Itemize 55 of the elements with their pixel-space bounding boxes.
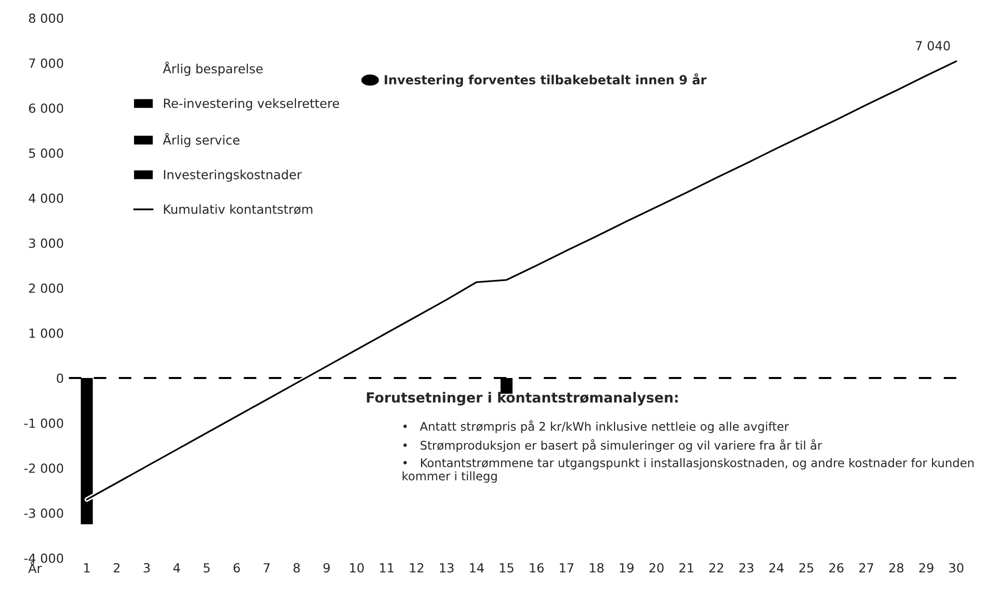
- x-tick-label: 17: [560, 563, 574, 572]
- x-tick-label: 20: [649, 563, 664, 573]
- x-tick-label: 8: [294, 563, 300, 573]
- x-tick-label: 21: [679, 563, 694, 572]
- data-label: 7 040: [916, 40, 950, 50]
- x-tick-label: 4: [173, 563, 180, 572]
- annotation: Forutsetninger i kontantstrømanalysen:: [366, 392, 678, 406]
- annotation: Investering forventes tilbakebetalt innen 9 år: [384, 73, 707, 87]
- x-tick-label: 19: [620, 563, 634, 573]
- x-tick-label: 24: [769, 563, 784, 572]
- x-tick-label: 22: [709, 563, 724, 572]
- y-tick-label: 5 000: [29, 148, 64, 158]
- x-tick-label: 18: [590, 563, 604, 573]
- x-tick-label: 30: [949, 563, 964, 573]
- text: Årlig besparelse: [162, 62, 263, 76]
- x-tick-label: 10: [350, 563, 364, 573]
- y-tick-label: 3 000: [29, 238, 64, 248]
- legend-label: Årlig service: [162, 132, 240, 148]
- x-tick-label: 16: [530, 563, 544, 573]
- x-tick-label: 28: [889, 563, 904, 573]
- x-tick-label: 29: [919, 563, 934, 573]
- x-tick-label: 12: [410, 563, 424, 572]
- x-tick-label: 26: [829, 563, 844, 573]
- y-tick-label: 6 000: [29, 103, 64, 113]
- legend-label: Re-investering vekselrettere: [164, 98, 340, 110]
- y-tick-label: 8 000: [29, 13, 64, 23]
- x-tick-label: 23: [739, 563, 754, 573]
- y-tick-label: -4 000: [24, 553, 64, 563]
- x-tick-label: 27: [859, 563, 874, 572]
- y-tick-label: -1 000: [24, 418, 64, 428]
- x-tick-label: 25: [799, 563, 814, 573]
- y-tick-label: -2 000: [24, 463, 64, 473]
- annotation: • Antatt strømpris på 2 kr/kWh inklusive nettleie og alle avgifter: [403, 420, 789, 434]
- legend-label: Investeringskostnader: [164, 170, 302, 182]
- x-tick-label: 13: [440, 563, 454, 573]
- x-tick-label: 2: [114, 563, 120, 572]
- y-tick-label: 4 000: [28, 193, 64, 203]
- x-tick-label: 9: [323, 563, 330, 573]
- x-axis-title: År: [28, 561, 42, 573]
- y-tick-label: 1 000: [30, 328, 64, 338]
- annotation: • Strømproduksjon er basert på simuleringer og vil variere fra år til år: [403, 439, 822, 452]
- x-tick-label: 11: [380, 563, 394, 572]
- x-tick-label: 1: [84, 563, 90, 572]
- y-tick-label: 2 000: [29, 283, 64, 293]
- x-tick-label: 6: [234, 563, 240, 573]
- legend-label: Kumulativ kontantstrøm: [164, 204, 312, 214]
- annotation: • Kontantstrømmene tar utgangspunkt i installasjonskostnaden, og andre kostnader for kunden kommer i tillegg: [402, 458, 974, 483]
- y-tick-label: -3 000: [24, 508, 64, 518]
- x-tick-label: 3: [144, 563, 150, 573]
- x-tick-label: 14: [470, 563, 484, 572]
- y-tick-label: 7 000: [29, 58, 64, 68]
- x-tick-label: 15: [500, 563, 514, 573]
- x-tick-label: 5: [204, 563, 210, 573]
- y-tick-label: 0: [56, 373, 64, 383]
- x-tick-label: 7: [264, 563, 270, 572]
